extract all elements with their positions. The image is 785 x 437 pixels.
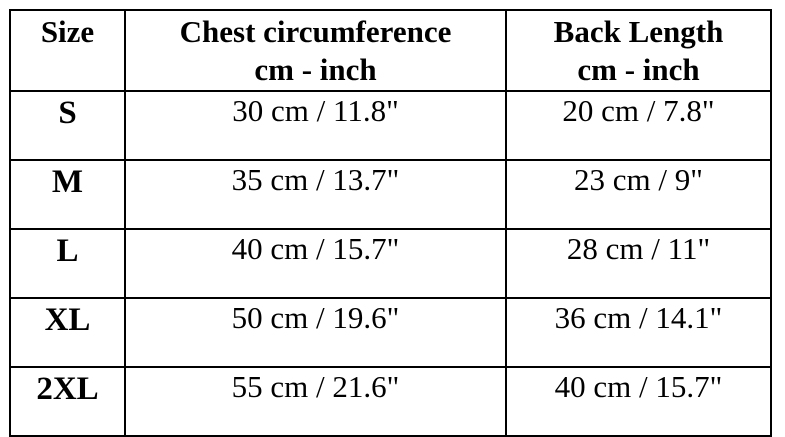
back-cell: 36 cm / 14.1" xyxy=(505,297,772,368)
header-chest: Chest circumference cm - inch xyxy=(124,9,507,92)
size-cell: 2XL xyxy=(9,366,126,437)
header-chest-label: Chest circumference xyxy=(179,14,452,49)
table-row: L 40 cm / 15.7" 28 cm / 11" xyxy=(9,228,772,299)
chest-cell: 30 cm / 11.8" xyxy=(124,90,507,161)
table-row: M 35 cm / 13.7" 23 cm / 9" xyxy=(9,159,772,230)
chest-cell: 50 cm / 19.6" xyxy=(124,297,507,368)
table-row: 2XL 55 cm / 21.6" 40 cm / 15.7" xyxy=(9,366,772,437)
size-cell: S xyxy=(9,90,126,161)
back-cell: 40 cm / 15.7" xyxy=(505,366,772,437)
header-back-label: Back Length xyxy=(553,14,724,49)
header-size: Size xyxy=(9,9,126,92)
header-chest-unit: cm - inch xyxy=(254,52,377,87)
header-row: Size Chest circumference cm - inch Back L… xyxy=(9,9,772,92)
table-row: XL 50 cm / 19.6" 36 cm / 14.1" xyxy=(9,297,772,368)
back-cell: 23 cm / 9" xyxy=(505,159,772,230)
table-row: S 30 cm / 11.8" 20 cm / 7.8" xyxy=(9,90,772,161)
size-chart-table: Size Chest circumference cm - inch Back L… xyxy=(9,9,772,437)
back-cell: 20 cm / 7.8" xyxy=(505,90,772,161)
size-cell: M xyxy=(9,159,126,230)
chest-cell: 40 cm / 15.7" xyxy=(124,228,507,299)
back-cell: 28 cm / 11" xyxy=(505,228,772,299)
header-size-label: Size xyxy=(40,14,95,49)
header-back-unit: cm - inch xyxy=(577,52,700,87)
chest-cell: 55 cm / 21.6" xyxy=(124,366,507,437)
chest-cell: 35 cm / 13.7" xyxy=(124,159,507,230)
size-cell: L xyxy=(9,228,126,299)
size-cell: XL xyxy=(9,297,126,368)
header-back: Back Length cm - inch xyxy=(505,9,772,92)
